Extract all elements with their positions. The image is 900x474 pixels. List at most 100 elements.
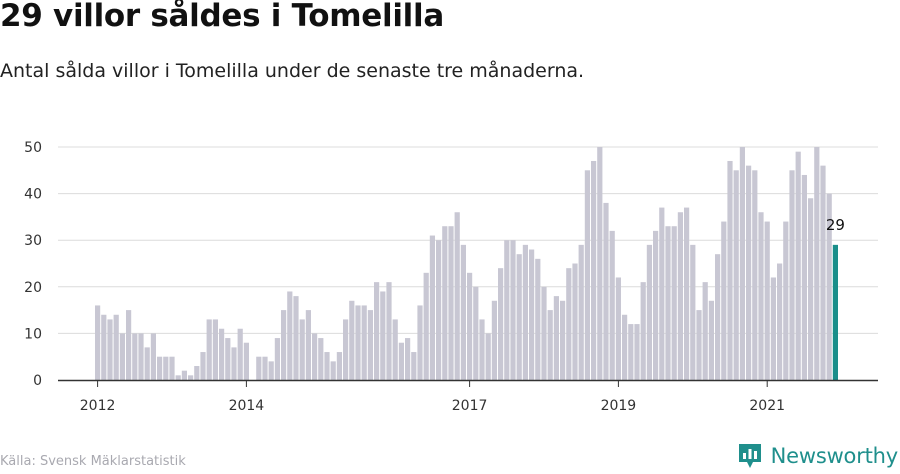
bar (181, 370, 187, 380)
bar (522, 244, 528, 380)
bar (535, 258, 541, 380)
bar (398, 342, 404, 380)
bar (572, 263, 578, 380)
bar (194, 366, 200, 380)
bar (299, 319, 305, 380)
bar (733, 170, 739, 380)
bar (770, 277, 776, 380)
bar (436, 240, 442, 380)
bar (107, 319, 113, 380)
bar (405, 338, 411, 380)
bar (225, 338, 231, 380)
bar (386, 282, 392, 380)
bar (330, 361, 336, 380)
bar (157, 356, 163, 380)
bar (783, 221, 789, 380)
bar (715, 254, 721, 380)
bar (374, 282, 380, 380)
bar (504, 240, 510, 380)
newsworthy-logo-icon (738, 444, 761, 468)
x-tick-label: 2019 (601, 398, 637, 414)
bar (677, 212, 683, 380)
bar (392, 319, 398, 380)
chart-subtitle: Antal sålda villor i Tomelilla under de … (0, 60, 585, 82)
bar (212, 319, 218, 380)
bar (101, 314, 107, 380)
brand-link[interactable]: Newsworthy (737, 442, 898, 470)
bar (801, 174, 807, 380)
bar (95, 305, 101, 380)
bar (231, 347, 237, 380)
bar (380, 291, 386, 380)
bar (206, 319, 212, 380)
bar (584, 170, 590, 380)
bar (690, 244, 696, 380)
bar (113, 314, 119, 380)
bar (684, 207, 690, 380)
bar (293, 296, 299, 380)
x-tick-label: 2017 (452, 398, 488, 414)
bar (318, 338, 324, 380)
bar (758, 212, 764, 380)
bar (355, 305, 361, 380)
bar (479, 319, 485, 380)
bar (727, 160, 733, 380)
bar (262, 356, 268, 380)
bar (764, 221, 770, 380)
bar (628, 324, 634, 380)
bar (653, 230, 659, 380)
bar (312, 333, 318, 380)
bar (591, 160, 597, 380)
bar (417, 305, 423, 380)
y-tick-label: 30 (24, 233, 42, 249)
bar (671, 226, 677, 380)
x-tick-label: 2014 (229, 398, 265, 414)
bar (702, 282, 708, 380)
bar (460, 244, 466, 380)
bar (615, 277, 621, 380)
bar (268, 361, 274, 380)
bar (777, 263, 783, 380)
x-tick-label: 2021 (749, 398, 785, 414)
bar (529, 249, 535, 380)
bar (498, 268, 504, 380)
bar (665, 226, 671, 380)
bar (324, 352, 330, 380)
bar (243, 342, 249, 380)
y-tick-label: 20 (24, 280, 42, 296)
bar (746, 165, 752, 380)
bar (281, 310, 287, 380)
bar (175, 375, 181, 380)
bar (516, 254, 522, 380)
bar (808, 198, 814, 380)
bar (826, 193, 832, 380)
x-tick-label: 2012 (80, 398, 116, 414)
y-axis-ticks: 0 10 20 30 40 50 (24, 140, 42, 389)
bar (485, 333, 491, 380)
chart-title: 29 villor såldes i Tomelilla (0, 0, 444, 34)
bar (448, 226, 454, 380)
bar (814, 147, 820, 380)
y-tick-label: 10 (24, 326, 42, 342)
bar (411, 352, 417, 380)
bar (274, 338, 280, 380)
bar (646, 244, 652, 380)
bar (119, 333, 125, 380)
bar (467, 272, 473, 380)
annotations: 29 (826, 216, 845, 234)
y-tick-label: 0 (33, 373, 42, 389)
bar (349, 300, 355, 380)
bar (609, 230, 615, 380)
bar (597, 147, 603, 380)
bar (634, 324, 640, 380)
bar (739, 147, 745, 380)
bar (547, 310, 553, 380)
bar (361, 305, 367, 380)
bar (659, 207, 665, 380)
bar (138, 333, 144, 380)
bar (454, 212, 460, 380)
brand-name: Newsworthy (770, 444, 899, 468)
bar (305, 310, 311, 380)
bar (423, 272, 429, 380)
